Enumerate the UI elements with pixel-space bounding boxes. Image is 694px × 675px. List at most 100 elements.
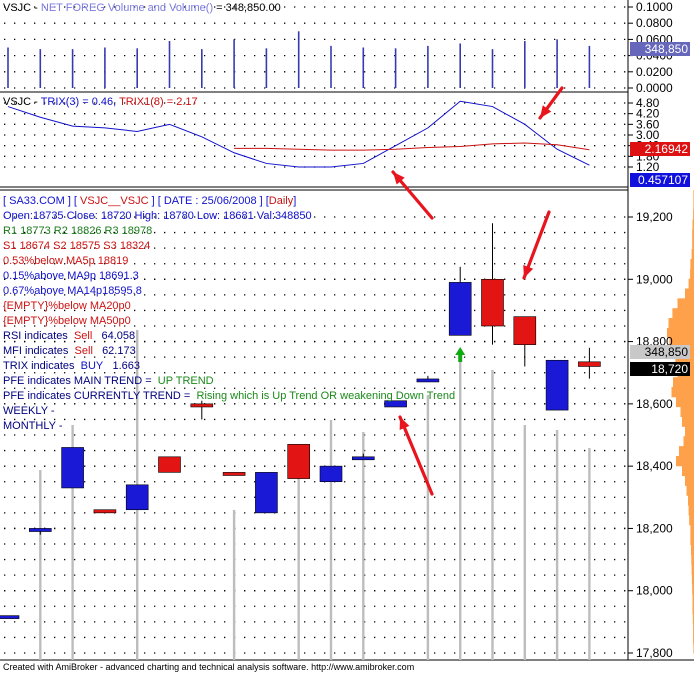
ohlc-line: Open:18735 Close: 18720 High: 18780 Low:…: [3, 210, 312, 222]
trix-title-value: TRIX(3) = 0.46,: [40, 96, 120, 108]
candle-body: [222, 472, 246, 476]
volume-profile-bar: [688, 495, 694, 506]
volume-profile-bar: [692, 239, 694, 250]
volume-profile-bar: [685, 288, 694, 299]
candle-body: [190, 403, 214, 408]
ma9-line: 0.15%above MA9p 18691.3: [3, 270, 139, 282]
pfe-main-line: PFE indicates MAIN TREND = UP TREND: [3, 374, 214, 390]
price-volume-current-label: 348,850: [645, 345, 689, 359]
volume-profile-bar: [692, 229, 694, 240]
volume-profile-bar: [671, 387, 694, 398]
support-line: S1 18674 S2 18575 S3 18324: [3, 240, 151, 252]
candle-body: [287, 444, 311, 479]
volume-profile-bar: [689, 515, 694, 526]
volume-profile-bar: [683, 436, 694, 447]
volume-profile-bar: [692, 613, 694, 624]
footer-credit: Created with AmiBroker - advanced charti…: [3, 662, 415, 672]
trix-signal-current-label: 2.16942: [645, 142, 689, 156]
trix-signal-line: [234, 142, 590, 151]
volume-profile-bar: [677, 298, 694, 309]
volume-profile-bar: [672, 308, 694, 319]
annotation-arrow-head: [523, 265, 534, 278]
rsi-label: RSI indicates: [3, 330, 68, 342]
volume-profile-bar: [685, 475, 694, 486]
ma14-line: 0.67%above MA14p18595.8: [3, 285, 142, 297]
volume-profile-bar: [685, 426, 694, 437]
volume-profile-bar: [668, 318, 694, 329]
price-axis-label: 18,600: [636, 397, 673, 411]
volume-profile-bar: [682, 416, 694, 427]
volume-profile-bar: [691, 249, 694, 260]
monthly-line: MONTHLY -: [3, 420, 63, 432]
trix-signal-current-label-box: [630, 142, 690, 156]
price-axis-label: 18,200: [636, 521, 673, 535]
price-axis-label: 18,000: [636, 584, 673, 598]
trix-axis-label: 3.60: [636, 117, 660, 131]
volume-profile-bar: [679, 446, 694, 457]
trix-axis-label: 4.80: [636, 96, 660, 110]
trix-indicator-line: TRIX indicates BUY 1.663: [3, 359, 140, 375]
volume-profile-bar: [673, 377, 694, 388]
trix-title-prefix: VSJC -: [3, 96, 41, 108]
trix-indicator-label: TRIX indicates: [3, 360, 75, 372]
volume-axis-label: 0.0000: [636, 81, 673, 95]
volume-profile-bar: [690, 524, 694, 536]
volume-title-value: = 348,850.00: [213, 2, 281, 14]
volume-profile-bar: [692, 219, 694, 230]
price-axis-label: 19,000: [636, 272, 673, 286]
candle-body: [255, 472, 278, 514]
volume-title-name: NET FOREG Volume and Volume(): [40, 2, 214, 14]
price-axis-label: 18,400: [636, 459, 673, 473]
trix-current-label-box: [630, 173, 690, 187]
volume-profile-bar: [688, 505, 694, 516]
candle-body: [448, 282, 472, 336]
rsi-line: RSI indicates Sell 64.058: [3, 329, 135, 345]
mfi-value: 62.173: [102, 345, 136, 357]
resistance-line: R1 18773 R2 18826 R3 18978: [3, 225, 153, 237]
buy-arrow-icon: [455, 347, 466, 362]
volume-profile-bar: [690, 268, 694, 280]
volume-profile-bar: [676, 455, 694, 467]
candle-body: [125, 484, 149, 511]
trix-axis-label: 4.20: [636, 107, 660, 121]
annotation-arrow-head: [540, 105, 552, 118]
annotation-arrow: [398, 415, 434, 496]
volume-panel-title: VSJC - NET FOREG Volume and Volume() = 3…: [3, 1, 281, 15]
header-date: DATE : 25/06/2008: [163, 195, 257, 207]
volume-profile-bar: [676, 396, 694, 408]
volume-current-label-box: [630, 42, 690, 56]
pfe-current-label: PFE indicates CURRENTLY TREND =: [3, 390, 191, 402]
header-interval: Daily: [268, 195, 294, 207]
volume-profile-bar: [688, 278, 694, 289]
header-symbol: VSJC__VSJC: [80, 195, 149, 207]
volume-profile-bar: [667, 327, 694, 339]
volume-current-label: 348,850: [645, 42, 689, 56]
volume-profile-bar: [692, 584, 694, 595]
candle-body: [384, 400, 407, 408]
trix-signal-title-value: TRIX1(8) = 2.17: [119, 96, 198, 108]
candle-body: [416, 378, 440, 383]
candle-body: [545, 359, 569, 411]
mfi-line: MFI indicates Sell 62.173: [3, 344, 136, 360]
rsi-value: 64.058: [101, 330, 136, 342]
close-price-label: 18,720: [651, 362, 688, 376]
price-axis-label: 19,200: [636, 210, 673, 224]
volume-profile-bar: [692, 593, 694, 605]
price-volume-current-label-box: [630, 345, 690, 359]
candle-body: [351, 456, 375, 461]
candle-body: [61, 447, 84, 489]
mfi-signal: Sell: [74, 345, 93, 357]
price-panel-header: [ SA33.COM ] [ VSJC__VSJC ] [ DATE : 25/…: [3, 195, 297, 207]
volume-profile-bar: [690, 258, 694, 270]
annotation-arrow-head: [393, 172, 405, 185]
rsi-signal: Sell: [73, 330, 93, 342]
trix-indicator-value: 1.663: [112, 360, 140, 372]
candle-body: [513, 316, 537, 345]
volume-profile-bar: [680, 406, 694, 417]
trix-indicator-signal: BUY: [80, 360, 104, 372]
volume-profile-bar: [690, 534, 694, 546]
volume-profile-bar: [691, 564, 694, 575]
volume-axis-label: 0.1000: [636, 0, 673, 14]
